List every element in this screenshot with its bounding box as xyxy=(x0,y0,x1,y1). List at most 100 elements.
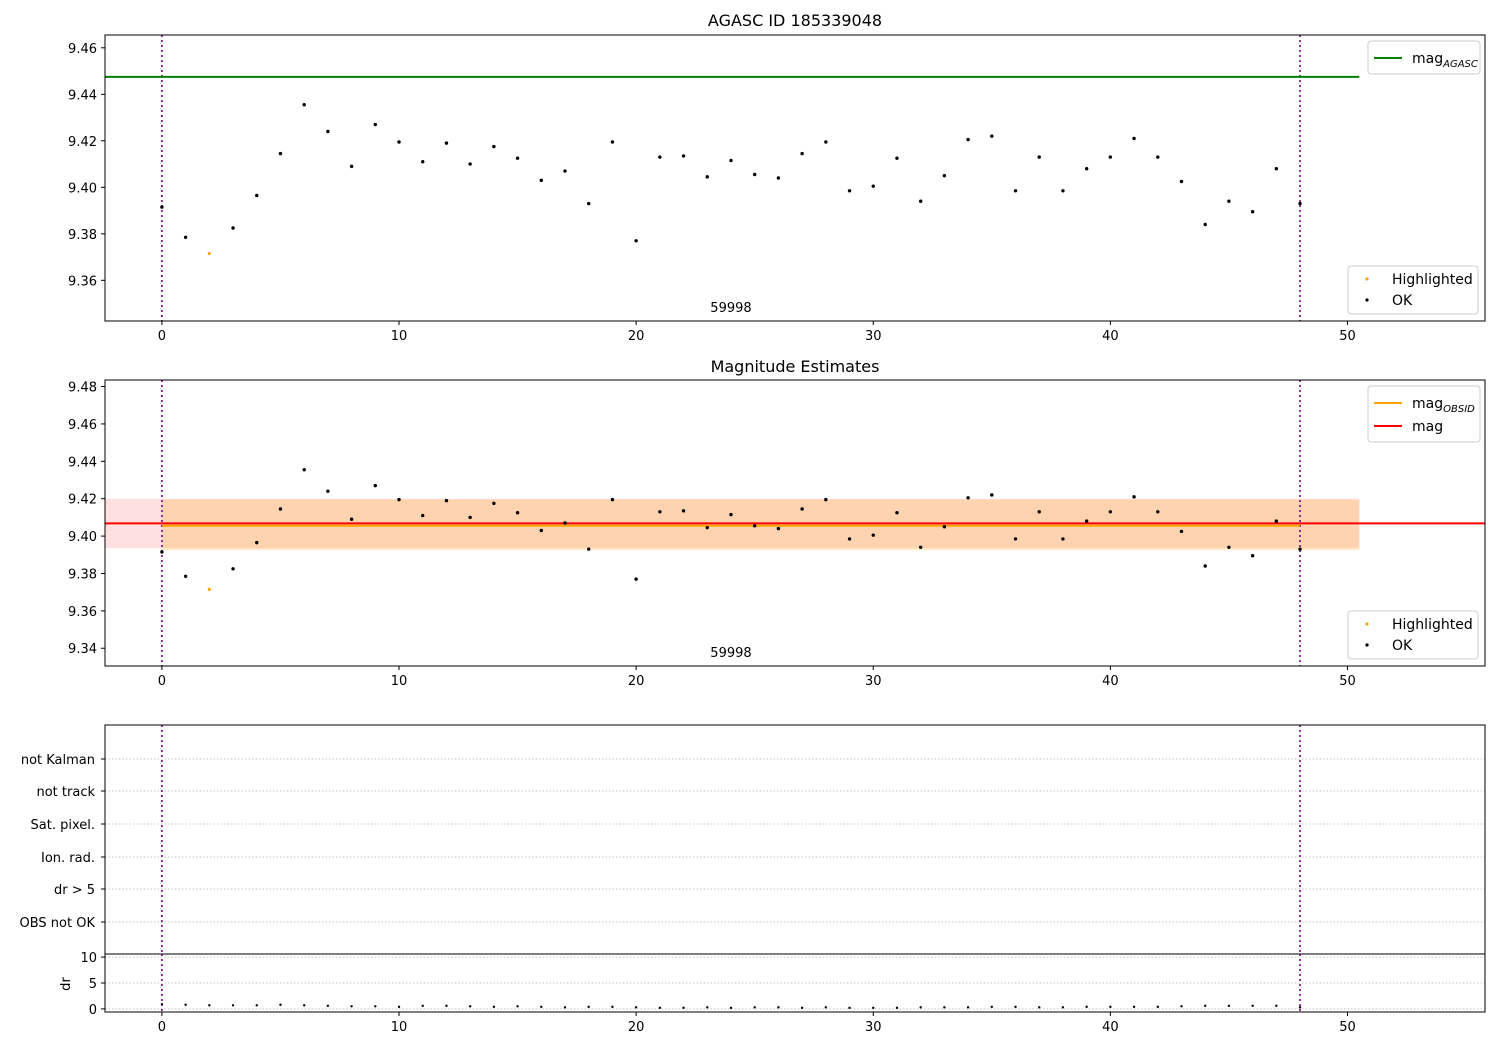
legend-line-label: mag xyxy=(1412,419,1443,435)
data-point-highlighted xyxy=(207,587,211,591)
data-point-ok xyxy=(634,239,638,243)
data-point-ok xyxy=(610,497,615,502)
data-point-dr xyxy=(421,1004,424,1007)
data-point-dr xyxy=(943,1006,946,1009)
data-point-dr xyxy=(468,1005,472,1008)
data-point-ok xyxy=(705,525,709,530)
data-point-ok xyxy=(1108,510,1113,514)
data-point-dr xyxy=(1109,1005,1112,1009)
x-tick-label: 10 xyxy=(391,329,408,344)
data-point-dr xyxy=(374,1005,377,1008)
data-point-dr xyxy=(1204,1004,1207,1007)
data-point-highlighted xyxy=(207,251,211,256)
data-point-ok xyxy=(658,510,662,514)
line-legend xyxy=(1367,385,1481,443)
obsid-label: 59998 xyxy=(710,646,751,661)
data-point-ok xyxy=(278,151,283,156)
data-point-dr xyxy=(302,1004,306,1007)
flag-label: not track xyxy=(36,785,95,800)
data-point-ok xyxy=(587,201,591,206)
x-tick-label: 0 xyxy=(158,329,166,344)
data-point-dr xyxy=(800,1006,804,1010)
data-point-ok xyxy=(681,154,686,158)
data-point-ok xyxy=(231,567,235,571)
point-legend xyxy=(1347,610,1479,660)
data-point-ok xyxy=(421,160,425,164)
y-tick-label: 9.44 xyxy=(68,455,97,470)
data-point-ok xyxy=(1156,155,1160,159)
data-point-ok xyxy=(160,550,164,554)
data-point-ok xyxy=(1250,210,1255,214)
data-point-dr xyxy=(990,1005,994,1009)
data-point-ok xyxy=(492,501,496,506)
legend-line-label: magOBSID xyxy=(1412,396,1475,415)
data-point-ok xyxy=(255,540,259,545)
x-tick-label: 40 xyxy=(1102,674,1119,689)
data-point-ok xyxy=(1013,189,1018,193)
y-tick-label: 9.46 xyxy=(68,418,97,433)
x-tick-label: 10 xyxy=(391,674,408,689)
data-point-dr xyxy=(966,1006,970,1009)
dr-axis-label: dr xyxy=(59,977,74,991)
data-point-dr xyxy=(445,1004,448,1007)
obsid-label: 59998 xyxy=(710,301,751,316)
y-tick-label: 9.36 xyxy=(68,274,97,289)
data-point-dr xyxy=(1275,1004,1278,1007)
data-point-ok xyxy=(1227,545,1231,550)
y-tick-label: 9.40 xyxy=(68,181,97,196)
data-point-ok xyxy=(1298,201,1302,206)
data-point-dr xyxy=(587,1005,590,1009)
data-point-dr xyxy=(729,1006,733,1010)
panel-dr: 0 10 20 30 40 50 0 5 10 dr xyxy=(59,951,1486,1035)
y-tick-label: 5 xyxy=(89,977,97,992)
data-point-ok xyxy=(1179,179,1184,184)
data-point-ok xyxy=(824,497,828,502)
data-point-dr xyxy=(1180,1005,1183,1008)
flag-label: dr > 5 xyxy=(54,883,95,898)
data-point-ok xyxy=(1132,136,1136,141)
legend-point-swatch xyxy=(1365,277,1369,281)
data-point-dr xyxy=(160,1003,164,1006)
data-point-dr xyxy=(777,1006,780,1009)
data-point-dr xyxy=(397,1005,401,1009)
x-tick-label: 0 xyxy=(158,674,166,689)
panel2-title: Magnitude Estimates xyxy=(711,357,880,376)
data-point-ok xyxy=(444,141,449,145)
axes-frame xyxy=(104,34,1486,322)
flag-label: Sat. pixel. xyxy=(31,818,95,833)
panel1-title: AGASC ID 185339048 xyxy=(708,11,882,30)
data-point-ok xyxy=(1203,564,1207,568)
y-tick-label: 9.38 xyxy=(68,228,97,243)
data-point-ok xyxy=(847,537,852,541)
data-point-ok xyxy=(942,525,947,529)
x-tick-label: 0 xyxy=(158,1020,166,1035)
y-tick-label: 9.42 xyxy=(68,135,97,150)
legend-point-label: Highlighted xyxy=(1392,272,1473,288)
data-point-ok xyxy=(1084,519,1089,523)
data-point-ok xyxy=(1084,166,1089,171)
panel-magnitude-estimates: 59998 0 10 20 30 40 50 9.34 9.36 9.38 9.40 9.42 9.44… xyxy=(68,379,1486,689)
data-point-dr xyxy=(753,1006,756,1009)
data-point-ok xyxy=(895,156,899,160)
point-legend xyxy=(1347,265,1479,315)
data-point-ok xyxy=(563,169,567,173)
data-point-ok xyxy=(1274,166,1279,171)
data-point-dr xyxy=(919,1006,922,1009)
data-point-dr xyxy=(895,1006,899,1010)
legend-point-label: Highlighted xyxy=(1392,617,1473,633)
x-tick-label: 10 xyxy=(391,1020,408,1035)
data-point-dr xyxy=(184,1003,187,1006)
data-point-dr xyxy=(1038,1006,1041,1009)
legend-point-label: OK xyxy=(1392,638,1413,654)
data-point-ok xyxy=(539,528,543,533)
data-point-ok xyxy=(966,137,970,142)
data-point-ok xyxy=(1061,537,1065,541)
data-point-dr xyxy=(682,1006,685,1010)
data-point-dr xyxy=(872,1006,875,1010)
data-point-ok xyxy=(326,489,330,493)
data-point-ok xyxy=(1037,510,1041,514)
data-point-dr xyxy=(1227,1004,1231,1007)
data-point-ok xyxy=(776,526,781,531)
data-point-ok xyxy=(1250,554,1255,558)
